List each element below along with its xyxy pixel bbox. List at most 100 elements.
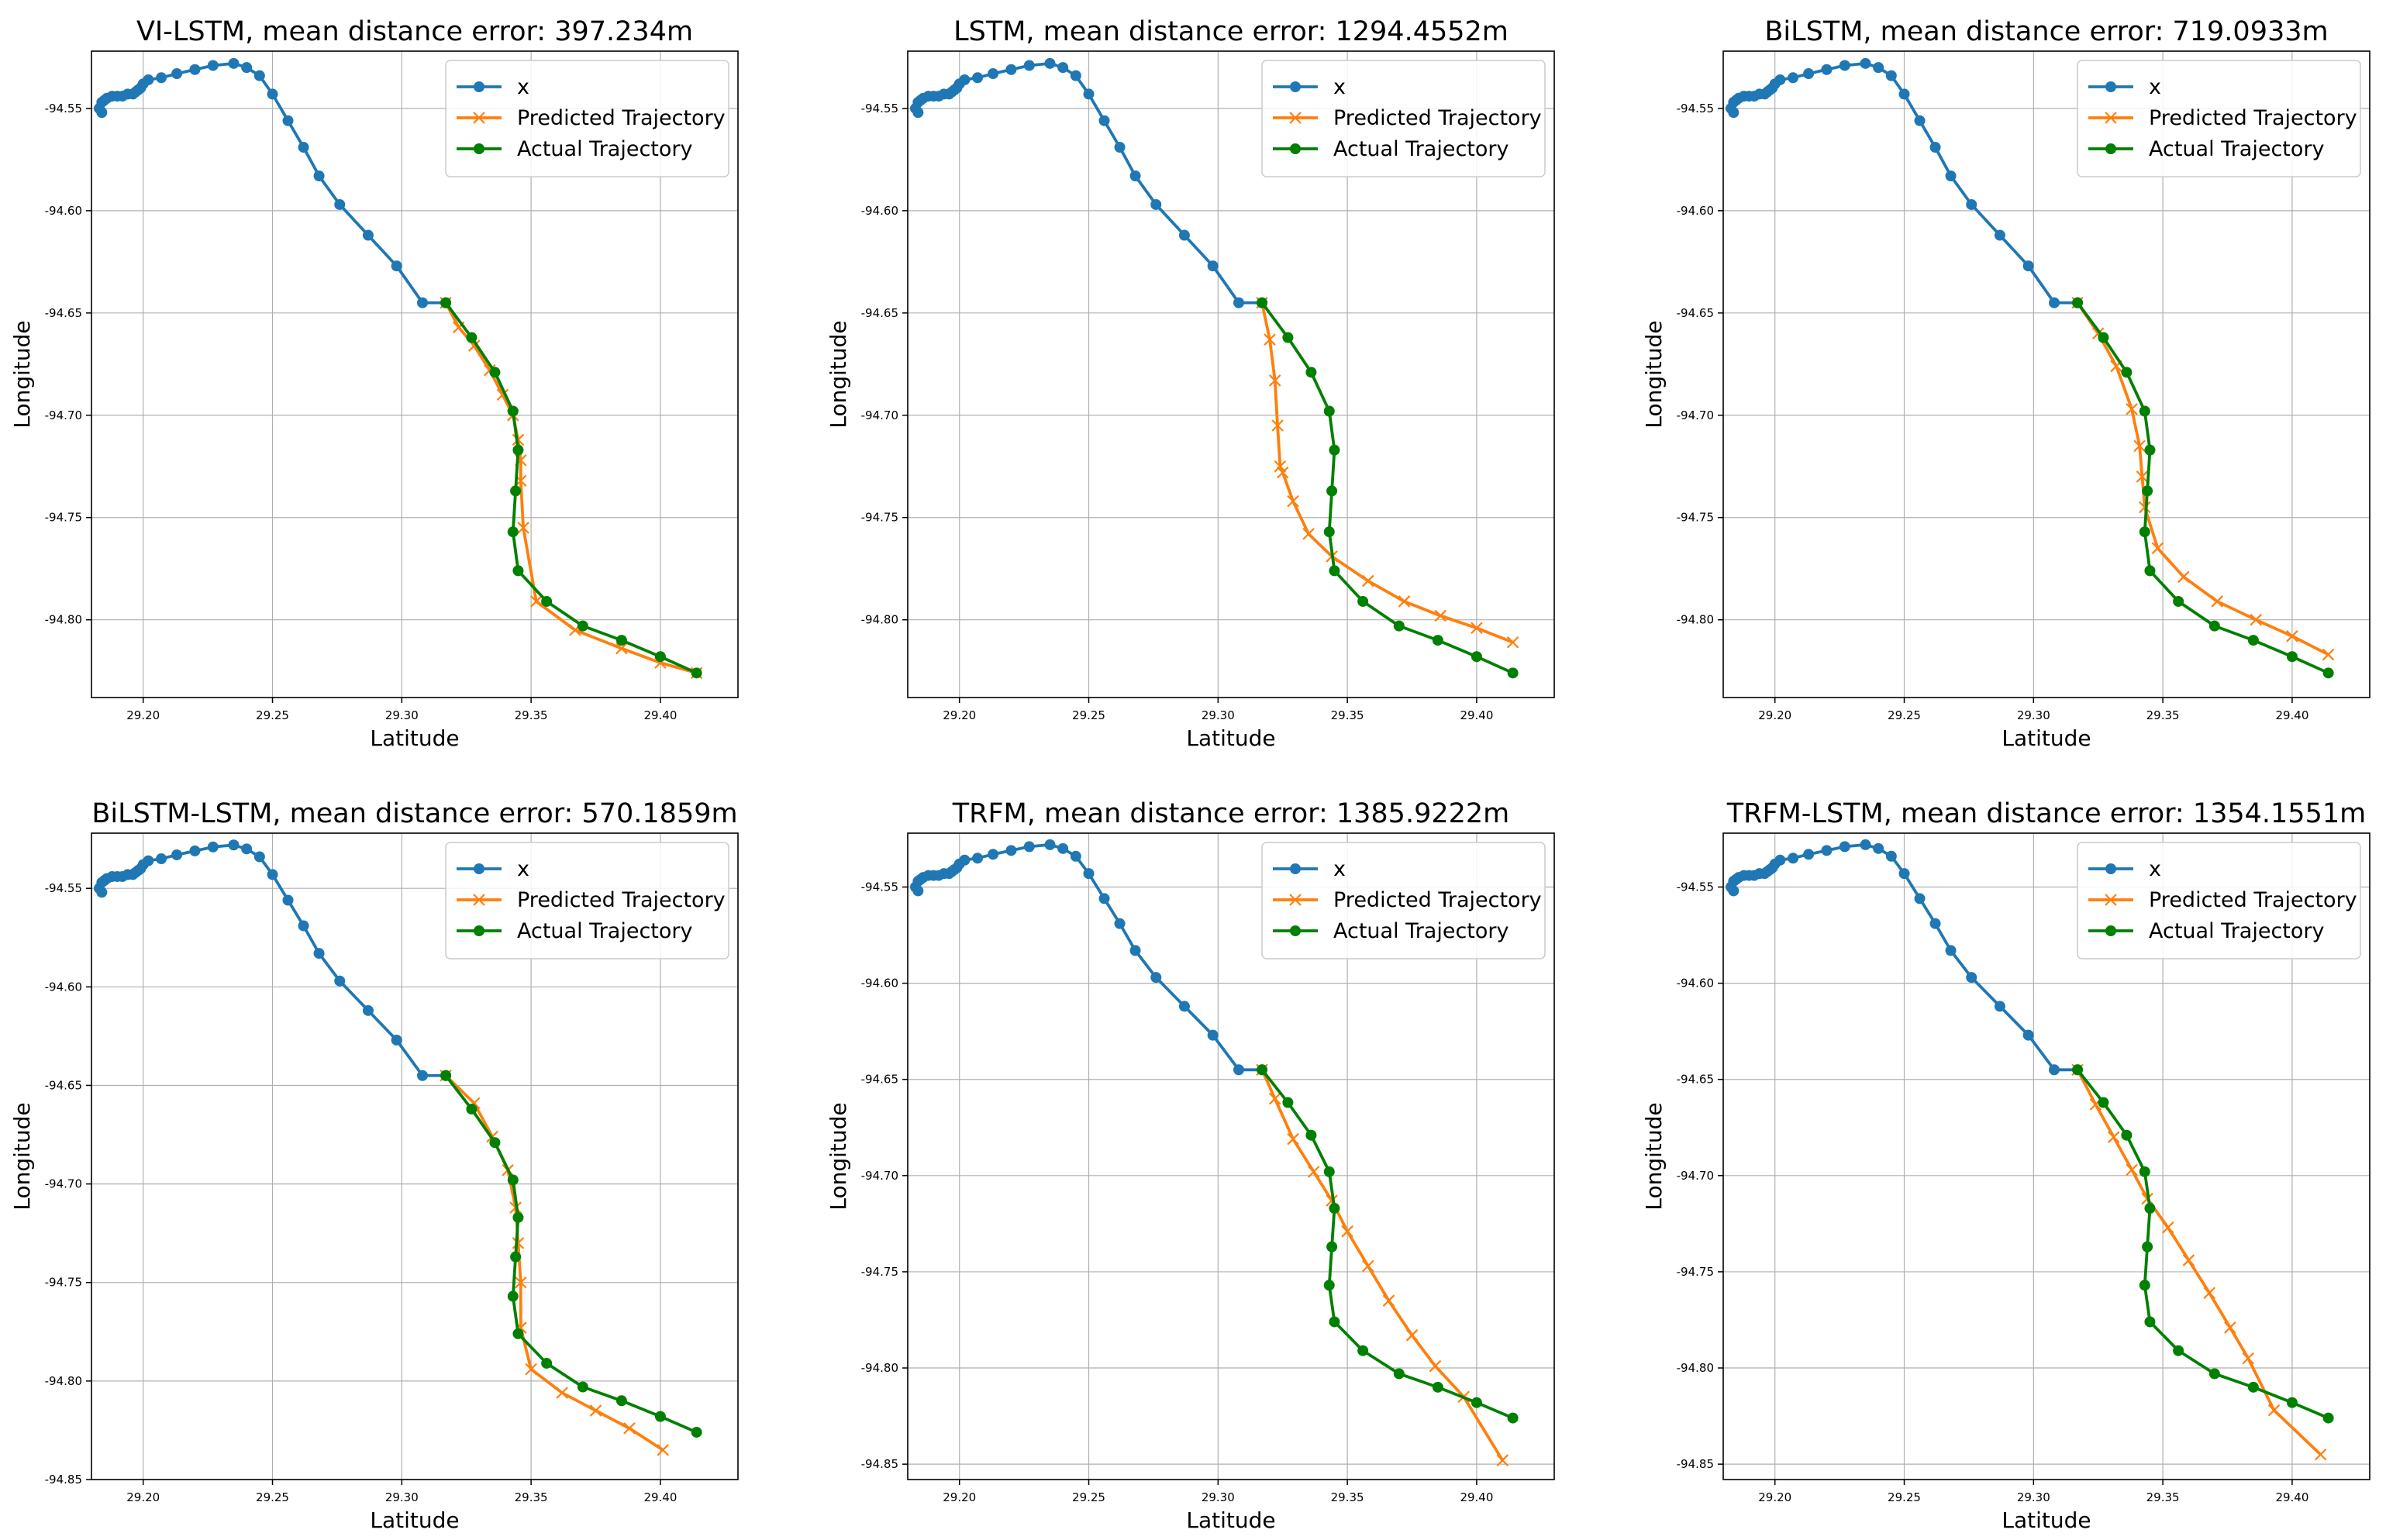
history-x-point	[171, 68, 183, 80]
x-axis-label: Latitude	[2002, 725, 2091, 751]
history-x-point	[1774, 74, 1786, 85]
predicted-trajectory-point	[2182, 1254, 2195, 1266]
y-tick-label: -94.55	[45, 102, 82, 115]
actual-trajectory-point	[510, 485, 522, 497]
y-tick-label: -94.60	[861, 977, 898, 990]
actual-trajectory-point	[512, 1328, 524, 1339]
predicted-trajectory-point	[2133, 439, 2146, 453]
y-tick-label: -94.75	[1677, 1265, 1714, 1279]
chart-title: BiLSTM, mean distance error: 719.0933m	[1764, 16, 2328, 47]
predicted-trajectory-point	[525, 1363, 537, 1376]
predicted-trajectory-point	[2126, 1163, 2138, 1177]
history-x-point	[1774, 854, 1786, 866]
actual-trajectory-point	[691, 1426, 702, 1438]
actual-trajectory-point	[2098, 1097, 2109, 1108]
legend-box	[1261, 60, 1546, 177]
actual-trajectory-point	[1329, 1203, 1340, 1214]
actual-trajectory-point	[1305, 367, 1317, 378]
actual-trajectory-point	[512, 1211, 524, 1223]
actual-trajectory-point	[440, 1070, 452, 1081]
legend-predicted-marker	[2105, 112, 2117, 124]
legend-predicted-label: Predicted Trajectory	[2149, 888, 2357, 912]
x-tick-label: 29.40	[643, 708, 677, 722]
y-tick-label: -94.75	[861, 511, 898, 525]
legend-predicted-label: Predicted Trajectory	[517, 888, 726, 912]
predicted-trajectory-point	[1382, 1294, 1395, 1307]
history-x-point	[253, 70, 265, 81]
history-x-point	[1057, 62, 1069, 74]
y-tick-label: -94.65	[45, 306, 82, 320]
y-tick-label: -94.80	[861, 613, 898, 627]
legend-history-marker	[474, 863, 484, 874]
history-x-point	[253, 851, 265, 863]
history-x-point	[298, 142, 309, 153]
y-tick-label: -94.70	[1677, 408, 1714, 422]
predicted-trajectory-point	[2107, 1131, 2120, 1143]
actual-trajectory-point	[2322, 1412, 2334, 1424]
legend-predicted-marker	[473, 894, 485, 906]
x-tick-label: 29.30	[1202, 708, 1235, 722]
predicted-trajectory-point	[615, 642, 628, 655]
x-tick-label: 29.25	[1888, 708, 1921, 722]
y-tick-label: -94.55	[45, 881, 82, 895]
legend-predicted-label: Predicted Trajectory	[1333, 106, 1542, 130]
actual-trajectory-point	[1507, 667, 1519, 679]
legend-history-label: x	[2149, 857, 2161, 881]
x-tick-label: 29.20	[943, 1490, 976, 1504]
history-x-point	[143, 74, 154, 85]
legend-actual-marker	[474, 925, 484, 936]
actual-trajectory-point	[1329, 444, 1340, 456]
predicted-trajectory-point	[1405, 1329, 1419, 1342]
x-tick-label: 29.40	[643, 1490, 677, 1504]
history-x-point	[1233, 297, 1245, 308]
x-tick-label: 29.25	[256, 708, 289, 722]
actual-trajectory-point	[1282, 1097, 1294, 1108]
actual-trajectory-point	[1326, 1241, 1338, 1252]
x-tick-label: 29.30	[385, 708, 419, 722]
actual-trajectory-point	[1329, 565, 1340, 577]
history-x-point	[1788, 72, 1799, 84]
history-x-point	[1083, 88, 1095, 100]
predicted-trajectory-point	[2242, 1352, 2254, 1365]
predicted-trajectory-point	[1362, 574, 1374, 587]
history-x-point	[1914, 893, 1926, 904]
history-x-point	[156, 72, 167, 84]
predicted-trajectory-point	[1268, 1092, 1281, 1105]
actual-trajectory-point	[1257, 297, 1268, 308]
predicted-trajectory-point	[1287, 494, 1299, 508]
y-tick-label: -94.55	[861, 880, 898, 894]
history-x-point	[1098, 893, 1110, 904]
legend-history-label: x	[517, 75, 529, 99]
chart-title: BiLSTM-LSTM, mean distance error: 570.18…	[91, 798, 737, 829]
history-x-point	[1150, 972, 1162, 984]
predicted-trajectory-point	[2267, 1404, 2281, 1417]
history-x-point	[171, 849, 183, 860]
legend-history-marker	[474, 81, 484, 92]
history-x-point	[1885, 70, 1897, 81]
x-tick-label: 29.35	[1331, 708, 1364, 722]
history-x-point	[1839, 60, 1850, 71]
subplot-1: 29.20 29.25 29.30 29.35 29.40 -94.55 -94.60 -94…	[9, 16, 739, 751]
history-x-point	[1898, 868, 1910, 880]
y-tick-label: -94.55	[861, 102, 898, 115]
history-x-point	[1788, 853, 1799, 864]
y-tick-label: -94.65	[1677, 306, 1714, 320]
legend-box	[445, 842, 729, 959]
history-x-point	[1803, 849, 1815, 860]
predicted-trajectory-point	[512, 1237, 525, 1249]
legend-history-marker	[1290, 81, 1301, 92]
history-x-point	[959, 854, 971, 866]
predicted-trajectory-point	[2136, 470, 2149, 483]
history-x-point	[1005, 64, 1017, 75]
history-x-point	[1178, 229, 1190, 241]
actual-trajectory-point	[1323, 1166, 1335, 1177]
x-tick-label: 29.25	[1888, 1490, 1921, 1504]
history-x-point	[1150, 198, 1162, 210]
y-tick-label: -94.85	[1677, 1457, 1714, 1471]
predicted-trajectory-point	[2211, 595, 2223, 608]
legend-history-marker	[2105, 863, 2116, 874]
y-axis-label: Longitude	[9, 1102, 35, 1210]
y-tick-label: -94.70	[861, 1169, 898, 1183]
subplot-2: 29.20 29.25 29.30 29.35 29.40 -94.55 -94.60 -94…	[826, 16, 1555, 751]
history-x-point	[1129, 945, 1141, 956]
